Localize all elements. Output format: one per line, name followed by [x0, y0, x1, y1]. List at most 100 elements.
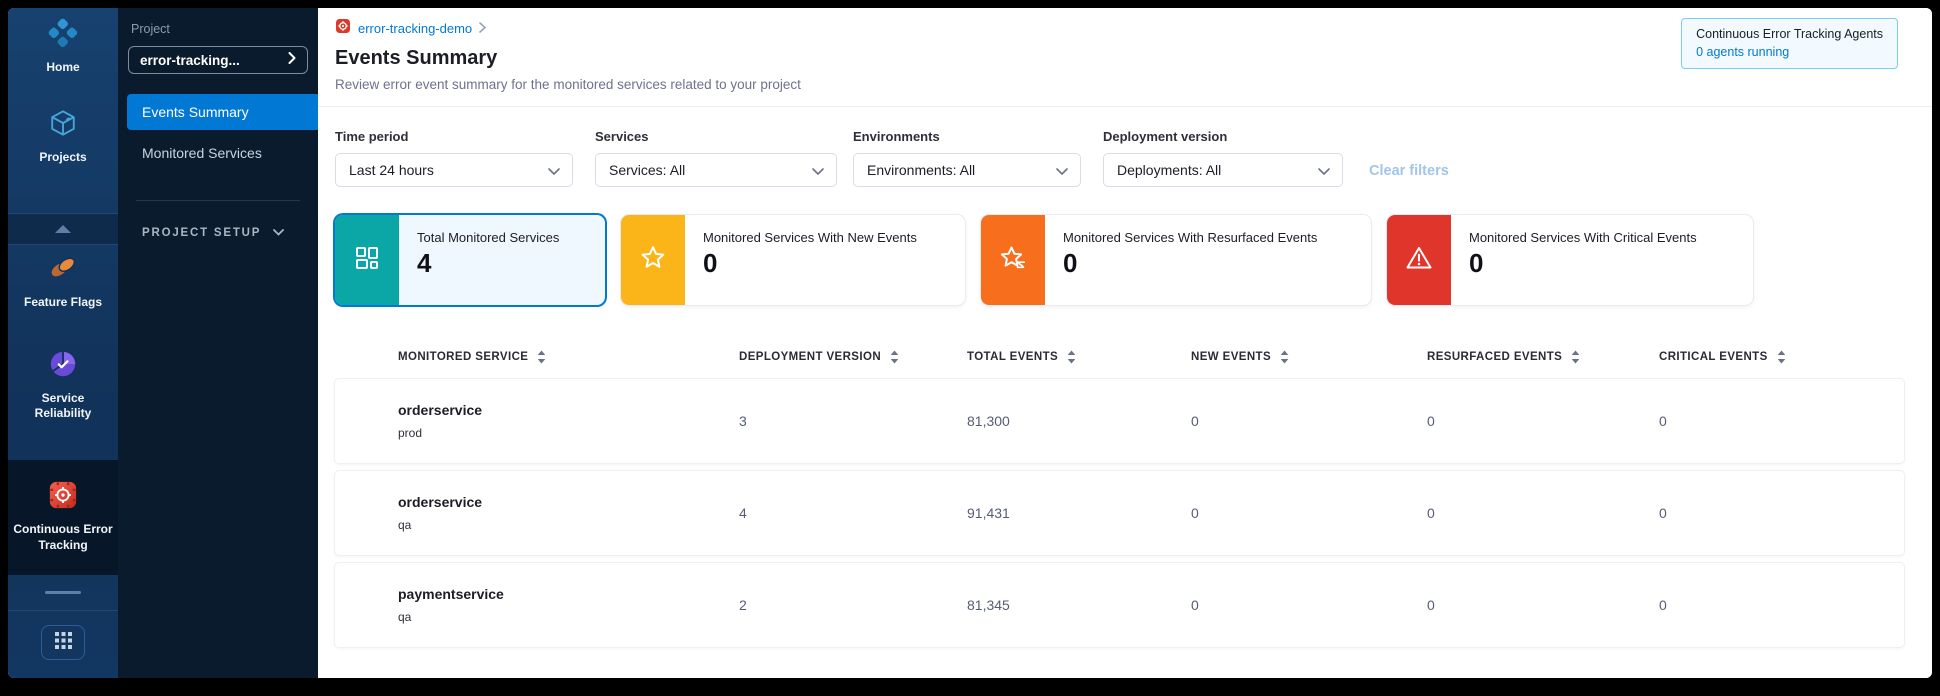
card-accent-teal	[335, 215, 399, 305]
card-accent-red	[1387, 215, 1451, 305]
card-total-monitored-services[interactable]: Total Monitored Services 4	[335, 215, 605, 305]
breadcrumb-project-link[interactable]: error-tracking-demo	[358, 21, 473, 36]
agents-status-box[interactable]: Continuous Error Tracking Agents 0 agent…	[1681, 18, 1898, 69]
critical-events-cell: 0	[1659, 597, 1667, 613]
total-events-cell: 81,345	[967, 597, 1010, 613]
deployments-value: Deployments: All	[1117, 162, 1222, 178]
star-resurfaced-icon	[999, 244, 1027, 277]
rail-label-home: Home	[46, 60, 80, 74]
sort-icon	[1777, 350, 1785, 364]
service-name: orderservice	[398, 402, 483, 418]
rail-scroll-up[interactable]	[8, 213, 118, 246]
deployment-version-cell: 3	[739, 413, 747, 429]
module-grid-button[interactable]	[41, 625, 85, 661]
grid-dashboard-icon	[353, 244, 381, 277]
resurfaced-events-cell: 0	[1427, 505, 1435, 521]
agents-running-link[interactable]: 0 agents running	[1696, 45, 1790, 59]
card-critical-events[interactable]: Monitored Services With Critical Events …	[1387, 215, 1753, 305]
page-subtitle: Review error event summary for the monit…	[335, 77, 801, 92]
services-select[interactable]: Services: All	[595, 153, 837, 187]
rail-item-service-reliability[interactable]: Service Reliability	[8, 345, 118, 426]
table-row[interactable]: orderservice prod 3 81,300 0 0 0	[335, 379, 1904, 463]
sort-icon	[1280, 350, 1289, 364]
service-environment: qa	[398, 518, 412, 532]
column-header-new-events[interactable]: New Events	[1191, 350, 1427, 364]
total-events-cell: 81,300	[967, 413, 1010, 429]
rail-item-home[interactable]: Home	[8, 14, 118, 80]
clear-filters-button[interactable]: Clear filters	[1369, 163, 1449, 179]
deployment-version-cell: 4	[739, 505, 747, 521]
main-content: error-tracking-demo Events Summary Revie…	[318, 8, 1932, 678]
rail-item-feature-flags[interactable]: Feature Flags	[8, 249, 118, 315]
service-name: paymentservice	[398, 586, 504, 602]
card-accent-yellow	[621, 215, 685, 305]
project-setup-toggle[interactable]: PROJECT SETUP	[142, 227, 318, 239]
error-tracking-target-icon-small	[335, 18, 351, 39]
filter-services: Services Services: All	[595, 129, 837, 187]
rail-scroll-down[interactable]	[8, 575, 118, 612]
chevron-down-icon	[1318, 162, 1330, 178]
feature-flags-icon	[48, 253, 78, 288]
card-label: Monitored Services With Resurfaced Event…	[1063, 230, 1318, 245]
project-setup-label: PROJECT SETUP	[142, 227, 262, 239]
chevron-up-icon	[55, 225, 71, 234]
service-environment: prod	[398, 426, 423, 440]
chevron-down-icon	[1056, 162, 1068, 178]
card-new-events[interactable]: Monitored Services With New Events 0	[621, 215, 965, 305]
filter-environments: Environments Environments: All	[853, 129, 1081, 187]
deployment-version-cell: 2	[739, 597, 747, 613]
project-nav-panel: Project error-tracking... Events Summary…	[118, 8, 318, 678]
filter-services-label: Services	[595, 129, 649, 144]
rail-item-projects[interactable]: Projects	[8, 104, 118, 170]
card-value: 4	[417, 248, 432, 278]
nav-item-events-summary[interactable]: Events Summary	[127, 94, 318, 130]
deployments-select[interactable]: Deployments: All	[1103, 153, 1343, 187]
column-header-critical-events[interactable]: Critical Events	[1659, 350, 1904, 364]
filter-time-period: Time period Last 24 hours	[335, 129, 573, 187]
card-label: Monitored Services With Critical Events	[1469, 230, 1697, 245]
critical-events-cell: 0	[1659, 413, 1667, 429]
projects-cube-icon	[48, 108, 78, 143]
card-resurfaced-events[interactable]: Monitored Services With Resurfaced Event…	[981, 215, 1371, 305]
panel-divider	[136, 200, 300, 201]
chevron-down-icon	[812, 162, 824, 178]
card-value: 0	[1469, 248, 1484, 278]
time-period-value: Last 24 hours	[349, 162, 434, 178]
column-header-monitored-service[interactable]: Monitored Service	[398, 350, 739, 364]
time-period-select[interactable]: Last 24 hours	[335, 153, 573, 187]
card-value: 0	[1063, 248, 1078, 278]
card-label: Monitored Services With New Events	[703, 230, 917, 245]
filters-bar: Time period Last 24 hours Services Servi…	[318, 107, 1932, 187]
column-header-resurfaced-events[interactable]: Resurfaced Events	[1427, 350, 1659, 364]
table-row[interactable]: orderservice qa 4 91,431 0 0 0	[335, 471, 1904, 555]
rail-item-continuous-error-tracking[interactable]: Continuous Error Tracking	[8, 459, 118, 576]
new-events-cell: 0	[1191, 505, 1199, 521]
service-environment: qa	[398, 610, 412, 624]
sort-icon	[538, 350, 546, 364]
nav-item-monitored-services[interactable]: Monitored Services	[118, 136, 318, 170]
filter-deployment-label: Deployment version	[1103, 129, 1228, 144]
critical-events-cell: 0	[1659, 505, 1667, 521]
table-header-row: Monitored Service Deployment Version Tot…	[335, 335, 1904, 379]
environments-select[interactable]: Environments: All	[853, 153, 1081, 187]
star-icon	[639, 244, 667, 277]
breadcrumb: error-tracking-demo	[335, 18, 1904, 39]
page-header: error-tracking-demo Events Summary Revie…	[318, 8, 1932, 107]
column-header-deployment-version[interactable]: Deployment Version	[739, 350, 967, 364]
total-events-cell: 91,431	[967, 505, 1010, 521]
project-section-label: Project	[131, 22, 170, 36]
project-selector[interactable]: error-tracking...	[128, 46, 308, 74]
app-window: Home Projects Feat	[8, 8, 1932, 678]
sort-icon	[1571, 350, 1580, 364]
filter-environments-label: Environments	[853, 129, 940, 144]
table-row[interactable]: paymentservice qa 2 81,345 0 0 0	[335, 563, 1904, 647]
summary-cards: Total Monitored Services 4 Monitored Ser…	[318, 187, 1932, 305]
column-header-total-events[interactable]: Total Events	[967, 350, 1191, 364]
service-cell: paymentservice qa	[398, 586, 739, 624]
service-reliability-icon	[48, 349, 78, 384]
harness-home-icon	[48, 18, 78, 53]
chevron-down-icon	[273, 227, 285, 239]
nav-item-events-summary-label: Events Summary	[142, 104, 249, 120]
project-selector-value: error-tracking...	[140, 52, 240, 68]
environments-value: Environments: All	[867, 162, 976, 178]
